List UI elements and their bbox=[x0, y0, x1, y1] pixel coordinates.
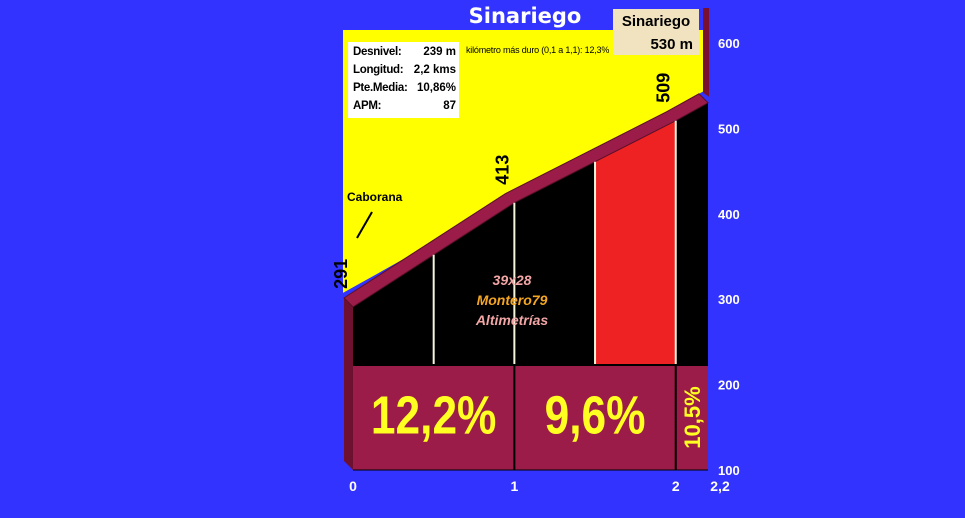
stat-pendiente: Pte.Media: 10,86% bbox=[353, 80, 456, 97]
stat-value: 2,2 kms bbox=[413, 64, 456, 76]
stat-label: APM: bbox=[353, 100, 382, 112]
altitude-label: 413 bbox=[492, 155, 512, 185]
peak-name: Sinariego bbox=[621, 13, 691, 30]
credit-text: 39x28 bbox=[493, 272, 532, 288]
place-pointer bbox=[356, 211, 373, 239]
peak-altitude: 530 m bbox=[650, 36, 693, 53]
segment-gradient-label: 10,5% bbox=[680, 386, 705, 448]
stat-label: Pte.Media: bbox=[353, 82, 408, 94]
hardest-km-fill bbox=[595, 120, 676, 366]
x-tick-label: 2 bbox=[672, 478, 680, 494]
stats-box: Desnivel: 239 m Longitud: 2,2 kms Pte.Me… bbox=[348, 42, 459, 118]
x-tick-label: 0 bbox=[349, 478, 357, 494]
peak-box: Sinariego 530 m bbox=[613, 9, 699, 55]
stat-value: 10,86% bbox=[416, 82, 456, 94]
stat-longitud: Longitud: 2,2 kms bbox=[353, 62, 456, 79]
stat-desnivel: Desnivel: 239 m bbox=[353, 44, 456, 61]
hardest-km-note: kilómetro más duro (0,1 a 1,1): 12,3% bbox=[466, 45, 610, 55]
altitude-label: 291 bbox=[331, 259, 351, 289]
stat-value: 239 m bbox=[423, 46, 456, 58]
gradient-base bbox=[353, 365, 708, 470]
credit-text: Altimetrías bbox=[475, 312, 549, 328]
segment-gradient-label: 12,2% bbox=[371, 385, 497, 445]
x-tick-label: 2,2 bbox=[710, 478, 730, 494]
altitude-label: 509 bbox=[654, 73, 674, 103]
stat-apm: APM: 87 bbox=[353, 98, 456, 115]
peak-pole bbox=[703, 8, 709, 97]
y-tick-label: 600 bbox=[718, 36, 740, 51]
place-label: Caborana bbox=[347, 190, 403, 204]
y-tick-label: 400 bbox=[718, 207, 740, 222]
y-tick-label: 100 bbox=[718, 463, 740, 478]
y-tick-label: 200 bbox=[718, 378, 740, 393]
x-tick-label: 1 bbox=[510, 478, 518, 494]
y-tick-label: 300 bbox=[718, 292, 740, 307]
credit-text: Montero79 bbox=[477, 292, 548, 308]
chart-title: Sinariego bbox=[468, 4, 582, 28]
stat-value: 87 bbox=[443, 100, 456, 112]
stat-label: Longitud: bbox=[353, 64, 404, 76]
segment-gradient-label: 9,6% bbox=[545, 385, 646, 445]
y-tick-label: 500 bbox=[718, 121, 740, 136]
left-wall bbox=[344, 297, 353, 470]
stat-label: Desnivel: bbox=[353, 46, 402, 58]
